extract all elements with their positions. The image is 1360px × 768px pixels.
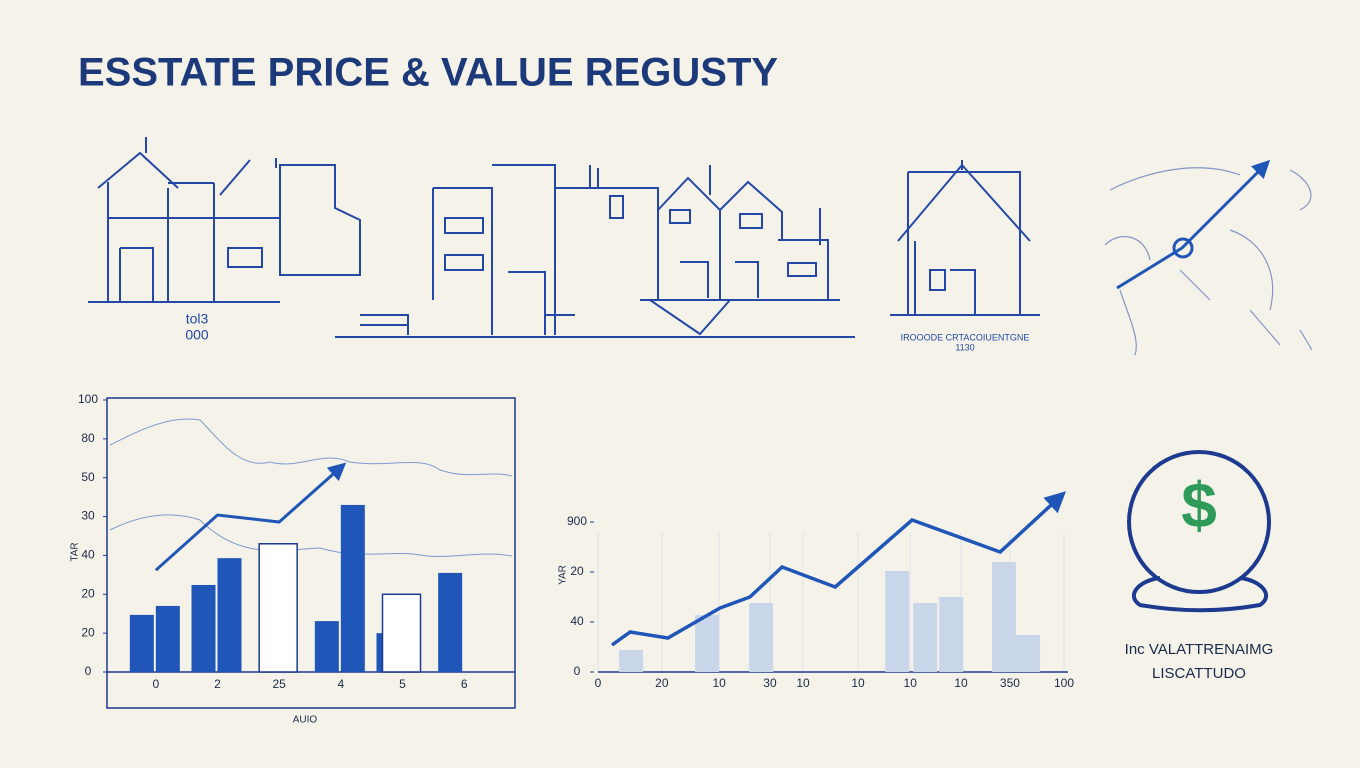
title: ESSTATE PRICE & VALUE REGUSTY (78, 51, 778, 95)
bar (695, 615, 720, 672)
map-arrow (1116, 159, 1271, 290)
bar (885, 571, 910, 672)
y-tick-label: 0 (85, 664, 92, 678)
y-tick-label: 20 (81, 625, 95, 639)
bar (991, 562, 1016, 672)
x-tick-label: 10 (851, 676, 865, 690)
bar (619, 650, 644, 672)
x-tick-label: 10 (712, 676, 726, 690)
y-tick-label: 40 (570, 614, 584, 628)
x-tick-label: 5 (399, 677, 406, 691)
bar (749, 603, 774, 672)
badge-text: Inc VALATTRENAIMG (1125, 641, 1274, 658)
houses-illustration: tol3 000 IROOODE CRTACOIUENTGNE 1130 (88, 137, 1040, 352)
x-tick-label: 0 (595, 676, 602, 690)
x-tick-label: 6 (461, 677, 468, 691)
y-tick-label: 50 (81, 470, 95, 484)
y-tick-label: 20 (570, 564, 584, 578)
bar (217, 558, 242, 672)
y-tick-label: 20 (81, 586, 95, 600)
y-tick-label: 80 (81, 431, 95, 445)
x-tick-label: 20 (655, 676, 669, 690)
x-tick-label: 10 (954, 676, 968, 690)
bar (340, 504, 365, 672)
badge-text: LISCATTUDO (1152, 665, 1246, 682)
bar (258, 543, 298, 673)
x-axis-label: AUIO (293, 715, 318, 726)
house-caption: IROOODE CRTACOIUENTGNE (901, 332, 1030, 342)
badge: $ Inc VALATTRENAIMG LISCATTUDO (1125, 450, 1274, 682)
world-map (1104, 167, 1313, 356)
bar (1016, 635, 1041, 672)
y-axis-label: YAR (558, 565, 569, 585)
bar (191, 584, 216, 672)
x-tick-label: 10 (796, 676, 810, 690)
x-tick-label: 25 (272, 677, 286, 691)
trend-line (610, 491, 1066, 647)
bar (913, 603, 938, 672)
x-tick-label: 4 (337, 677, 344, 691)
x-tick-label: 350 (1000, 676, 1020, 690)
bar (155, 605, 180, 672)
x-tick-label: 2 (214, 677, 221, 691)
y-tick-label: 40 (81, 548, 95, 562)
bar (314, 621, 339, 672)
house-label: tol3 (186, 311, 209, 327)
dollar-symbol: $ (1181, 469, 1217, 541)
x-tick-label: 0 (152, 677, 159, 691)
background-curve (109, 418, 513, 557)
x-tick-label: 30 (763, 676, 777, 690)
bar (381, 593, 422, 673)
y-tick-label: 0 (574, 664, 581, 678)
chart-frame (106, 397, 516, 709)
bar (939, 597, 964, 672)
x-tick-label: 100 (1054, 676, 1074, 690)
y-tick-label: 30 (81, 509, 95, 523)
y-axis-label: TAR (70, 542, 81, 561)
bar (129, 614, 154, 672)
house-label: 000 (185, 327, 209, 343)
bar (438, 572, 463, 672)
trend-line (154, 462, 347, 572)
y-tick-label: 900 (567, 514, 587, 528)
x-tick-label: 10 (904, 676, 918, 690)
map-pin (1172, 237, 1194, 259)
y-tick-label: 100 (78, 392, 98, 406)
house-caption: 1130 (955, 342, 974, 352)
